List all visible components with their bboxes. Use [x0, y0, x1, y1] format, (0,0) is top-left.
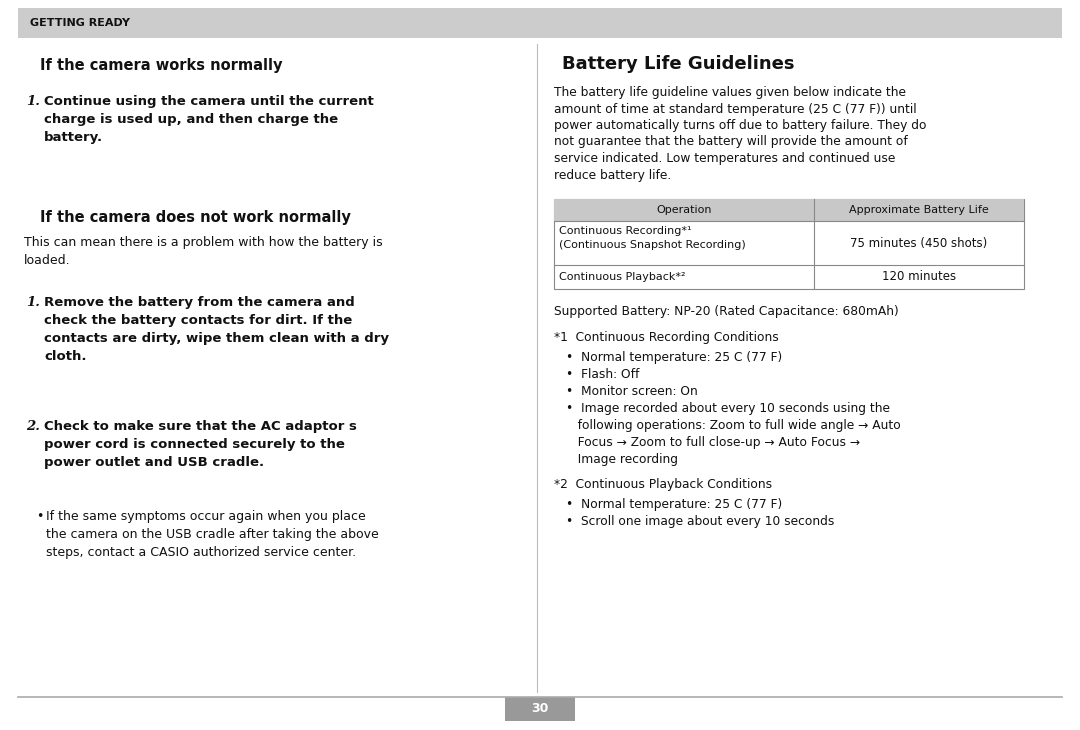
Text: Focus → Zoom to full close-up → Auto Focus →: Focus → Zoom to full close-up → Auto Foc…: [566, 436, 860, 449]
Text: 30: 30: [531, 702, 549, 715]
Text: not guarantee that the battery will provide the amount of: not guarantee that the battery will prov…: [554, 136, 908, 148]
Text: •  Flash: Off: • Flash: Off: [566, 368, 639, 381]
Text: service indicated. Low temperatures and continued use: service indicated. Low temperatures and …: [554, 152, 895, 165]
Text: reduce battery life.: reduce battery life.: [554, 169, 672, 182]
Text: power automatically turns off due to battery failure. They do: power automatically turns off due to bat…: [554, 119, 927, 132]
Text: Check to make sure that the AC adaptor s
power cord is connected securely to the: Check to make sure that the AC adaptor s…: [44, 420, 356, 469]
Text: If the same symptoms occur again when you place
the camera on the USB cradle aft: If the same symptoms occur again when yo…: [46, 510, 379, 559]
Text: Supported Battery: NP-20 (Rated Capacitance: 680mAh): Supported Battery: NP-20 (Rated Capacita…: [554, 305, 899, 318]
Text: •: •: [36, 510, 43, 523]
Text: 1.: 1.: [26, 95, 40, 108]
Text: Continuous Playback*²: Continuous Playback*²: [559, 272, 686, 282]
Text: If the camera does not work normally: If the camera does not work normally: [40, 210, 351, 225]
Text: 2.: 2.: [26, 420, 40, 433]
Text: •  Monitor screen: On: • Monitor screen: On: [566, 385, 698, 398]
Text: Continuous Recording*¹: Continuous Recording*¹: [559, 226, 691, 236]
Bar: [554, 199, 1024, 289]
Text: If the camera works normally: If the camera works normally: [40, 58, 283, 73]
Text: Approximate Battery Life: Approximate Battery Life: [849, 205, 989, 215]
Text: Image recording: Image recording: [566, 453, 678, 466]
Bar: [18, 8, 1062, 38]
Bar: [554, 199, 1024, 221]
Text: Continue using the camera until the current
charge is used up, and then charge t: Continue using the camera until the curr…: [44, 95, 374, 144]
Text: Operation: Operation: [657, 205, 712, 215]
Text: Battery Life Guidelines: Battery Life Guidelines: [562, 55, 795, 73]
Text: This can mean there is a problem with how the battery is
loaded.: This can mean there is a problem with ho…: [24, 236, 382, 267]
Text: (Continuous Snapshot Recording): (Continuous Snapshot Recording): [559, 240, 746, 250]
Text: •  Image recorded about every 10 seconds using the: • Image recorded about every 10 seconds …: [566, 402, 890, 415]
Text: 75 minutes (450 shots): 75 minutes (450 shots): [850, 237, 987, 250]
Text: Remove the battery from the camera and
check the battery contacts for dirt. If t: Remove the battery from the camera and c…: [44, 296, 389, 363]
Text: following operations: Zoom to full wide angle → Auto: following operations: Zoom to full wide …: [566, 419, 901, 432]
Text: *2  Continuous Playback Conditions: *2 Continuous Playback Conditions: [554, 478, 772, 491]
Bar: [505, 697, 575, 721]
Text: •  Normal temperature: 25 C (77 F): • Normal temperature: 25 C (77 F): [566, 498, 782, 511]
Text: *1  Continuous Recording Conditions: *1 Continuous Recording Conditions: [554, 331, 779, 344]
Text: GETTING READY: GETTING READY: [30, 18, 130, 28]
Text: •  Normal temperature: 25 C (77 F): • Normal temperature: 25 C (77 F): [566, 351, 782, 364]
Text: amount of time at standard temperature (25 C (77 F)) until: amount of time at standard temperature (…: [554, 102, 917, 115]
Text: 120 minutes: 120 minutes: [882, 271, 956, 283]
Text: 1.: 1.: [26, 296, 40, 309]
Text: •  Scroll one image about every 10 seconds: • Scroll one image about every 10 second…: [566, 515, 835, 528]
Text: The battery life guideline values given below indicate the: The battery life guideline values given …: [554, 86, 906, 99]
